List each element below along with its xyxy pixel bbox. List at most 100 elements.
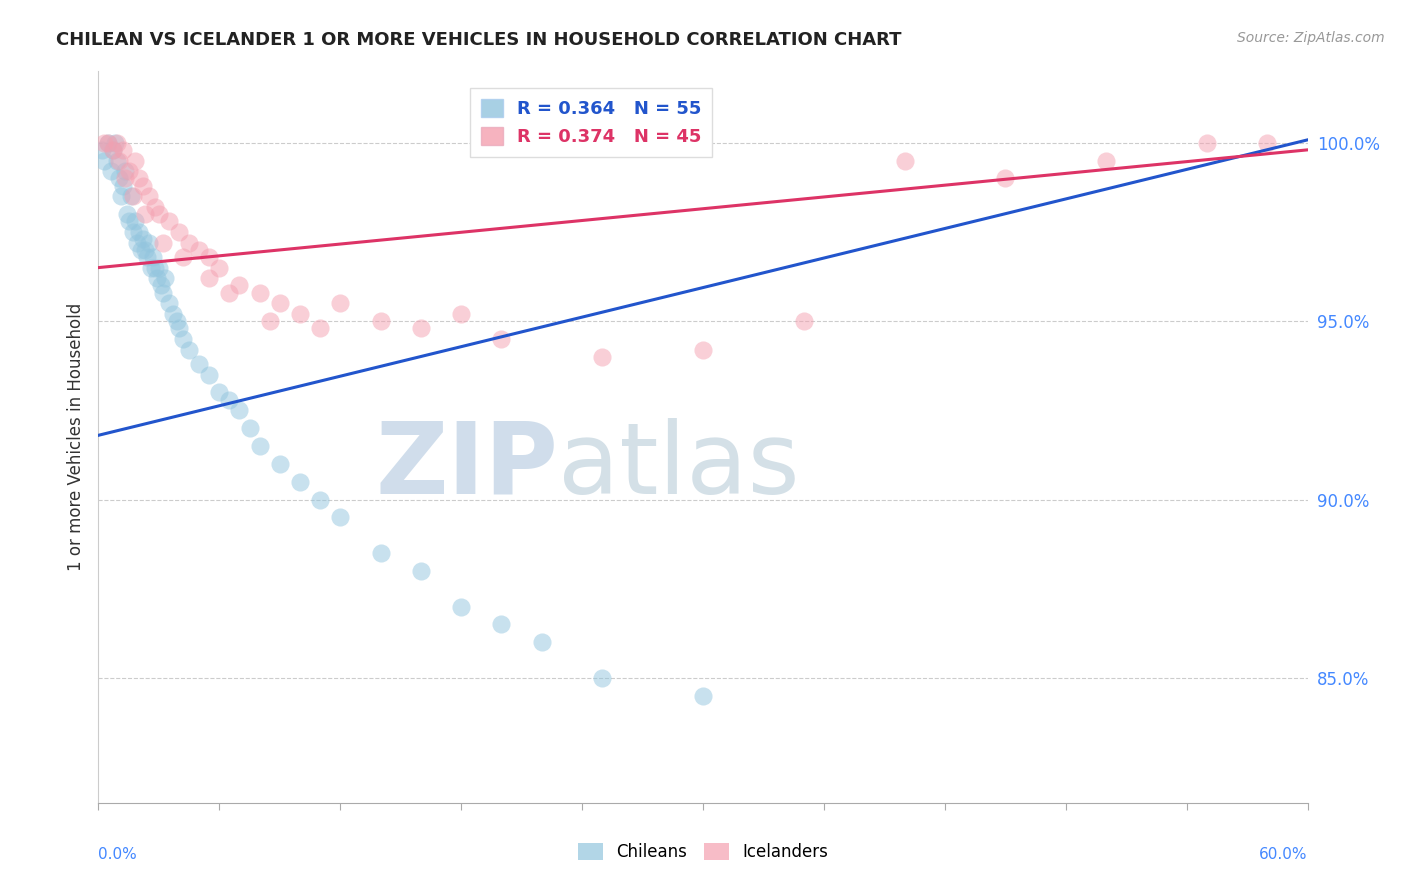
- Point: [198, 271, 221, 285]
- Point: [692, 689, 714, 703]
- Text: ZIP: ZIP: [375, 417, 558, 515]
- Point: [105, 136, 128, 150]
- Point: [157, 296, 180, 310]
- Point: [269, 296, 291, 310]
- Point: [124, 214, 146, 228]
- Point: [288, 307, 311, 321]
- Point: [143, 200, 166, 214]
- Point: [103, 136, 125, 150]
- Point: [138, 189, 160, 203]
- Text: 0.0%: 0.0%: [98, 847, 138, 862]
- Point: [198, 368, 221, 382]
- Point: [208, 385, 231, 400]
- Point: [167, 321, 190, 335]
- Point: [172, 332, 194, 346]
- Point: [134, 207, 156, 221]
- Point: [114, 164, 136, 178]
- Point: [125, 235, 148, 250]
- Point: [530, 635, 553, 649]
- Point: [152, 235, 174, 250]
- Point: [409, 564, 432, 578]
- Point: [309, 492, 332, 507]
- Point: [249, 285, 271, 300]
- Point: [591, 350, 613, 364]
- Point: [239, 421, 262, 435]
- Point: [149, 278, 172, 293]
- Point: [107, 171, 129, 186]
- Point: [111, 178, 134, 193]
- Point: [793, 314, 815, 328]
- Point: [167, 225, 190, 239]
- Point: [309, 321, 332, 335]
- Point: [128, 225, 150, 239]
- Point: [97, 136, 120, 150]
- Point: [994, 171, 1017, 186]
- Point: [138, 235, 160, 250]
- Point: [329, 296, 352, 310]
- Point: [121, 189, 143, 203]
- Point: [208, 260, 231, 275]
- Point: [97, 136, 120, 150]
- Text: atlas: atlas: [558, 417, 800, 515]
- Point: [139, 260, 162, 275]
- Point: [128, 171, 150, 186]
- Point: [370, 546, 392, 560]
- Point: [153, 271, 176, 285]
- Point: [132, 232, 155, 246]
- Point: [111, 143, 134, 157]
- Point: [105, 153, 128, 168]
- Legend: Chileans, Icelanders: Chileans, Icelanders: [571, 836, 835, 868]
- Point: [129, 243, 152, 257]
- Point: [110, 189, 132, 203]
- Point: [179, 235, 201, 250]
- Point: [188, 357, 211, 371]
- Point: [450, 599, 472, 614]
- Point: [100, 164, 122, 178]
- Point: [172, 250, 194, 264]
- Point: [491, 332, 513, 346]
- Point: [115, 207, 138, 221]
- Point: [143, 260, 166, 275]
- Point: [146, 271, 169, 285]
- Point: [121, 225, 143, 239]
- Point: [409, 321, 432, 335]
- Point: [162, 307, 184, 321]
- Text: Source: ZipAtlas.com: Source: ZipAtlas.com: [1237, 31, 1385, 45]
- Point: [101, 143, 124, 157]
- Point: [93, 153, 115, 168]
- Point: [142, 250, 165, 264]
- Text: 60.0%: 60.0%: [1260, 847, 1308, 862]
- Point: [134, 243, 156, 257]
- Point: [218, 392, 240, 407]
- Text: CHILEAN VS ICELANDER 1 OR MORE VEHICLES IN HOUSEHOLD CORRELATION CHART: CHILEAN VS ICELANDER 1 OR MORE VEHICLES …: [56, 31, 901, 49]
- Point: [157, 214, 180, 228]
- Point: [188, 243, 211, 257]
- Point: [101, 143, 124, 157]
- Point: [259, 314, 281, 328]
- Point: [93, 136, 115, 150]
- Point: [370, 314, 392, 328]
- Point: [198, 250, 221, 264]
- Point: [228, 278, 250, 293]
- Point: [329, 510, 352, 524]
- Point: [132, 178, 155, 193]
- Point: [450, 307, 472, 321]
- Point: [135, 250, 157, 264]
- Point: [218, 285, 240, 300]
- Point: [148, 260, 170, 275]
- Point: [1095, 153, 1118, 168]
- Point: [893, 153, 915, 168]
- Point: [249, 439, 271, 453]
- Point: [166, 314, 188, 328]
- Point: [152, 285, 174, 300]
- Point: [148, 207, 170, 221]
- Point: [118, 164, 141, 178]
- Point: [118, 214, 141, 228]
- Point: [120, 189, 142, 203]
- Point: [114, 171, 136, 186]
- Point: [692, 343, 714, 357]
- Point: [591, 671, 613, 685]
- Point: [269, 457, 291, 471]
- Point: [124, 153, 146, 168]
- Point: [107, 153, 129, 168]
